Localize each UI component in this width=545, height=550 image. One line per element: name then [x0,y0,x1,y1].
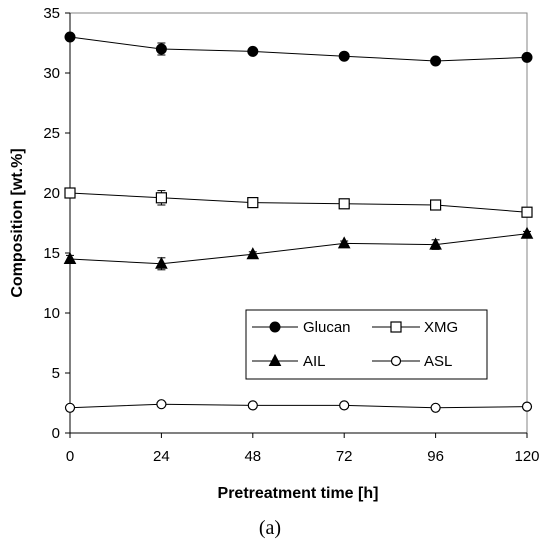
y-tick-label: 15 [43,245,60,262]
data-point-ail [337,236,351,249]
x-tick-label: 48 [244,448,261,465]
data-point-ail [155,256,168,269]
data-point-asl [339,400,350,411]
x-tick-label: 96 [427,448,444,465]
series-layer [63,31,534,413]
data-point-asl [521,401,533,412]
data-point-glucan [521,51,533,63]
legend-items: Glucan XMG AIL ASL [252,319,458,370]
series-line-asl [69,403,528,409]
data-point-asl [64,402,76,413]
series-xmg [64,187,533,218]
y-axis-title: Composition [wt.%] [9,148,26,297]
data-point-ail [429,237,442,250]
y-tick-label: 30 [43,65,60,82]
data-point-glucan [155,43,167,55]
legend-marker-xmg [390,321,402,333]
data-point-asl [156,399,167,410]
legend-item-glucan: Glucan [252,319,351,336]
legend-label-xmg: XMG [424,319,458,336]
series-glucan [64,31,533,67]
legend-item-asl: ASL [372,353,452,370]
data-point-glucan [247,45,259,57]
series-ail [63,226,534,271]
data-point-glucan [430,55,442,67]
series-line-glucan [69,36,528,62]
legend-label-asl: ASL [424,353,452,370]
data-point-asl [430,402,441,413]
legend-box [245,309,488,380]
x-tick-label: 72 [336,448,353,465]
legend-item-ail: AIL [252,353,326,370]
y-tick-label: 5 [52,365,60,382]
y-tick-label: 20 [43,185,60,202]
x-tick-label: 0 [66,448,74,465]
data-point-asl [247,400,258,411]
x-axis-title: Pretreatment time [h] [218,485,379,502]
data-point-xmg [64,187,76,199]
data-point-ail [63,251,77,264]
data-point-xmg [155,192,167,204]
data-point-glucan [338,50,350,62]
data-point-glucan [64,31,76,43]
y-tick-label: 10 [43,305,60,322]
data-point-ail [246,247,260,260]
data-point-xmg [430,199,442,211]
data-point-xmg [521,206,533,218]
x-tick-label: 120 [514,448,539,465]
data-point-xmg [338,198,350,210]
y-tick-label: 35 [43,5,60,22]
legend-item-xmg: XMG [372,319,458,336]
data-point-xmg [247,197,259,209]
series-line-ail [69,233,528,265]
data-point-ail [520,226,534,239]
legend-label-glucan: Glucan [303,319,351,336]
y-axis-ticks: 0 5 10 15 20 25 30 35 [43,5,70,442]
series-line-xmg [69,192,528,213]
x-tick-label: 24 [153,448,170,465]
series-asl [64,399,533,413]
legend-marker-glucan [269,321,281,333]
y-tick-label: 0 [52,425,60,442]
legend: Glucan XMG AIL ASL [245,309,488,380]
legend-marker-ail [268,353,282,366]
figure-caption: (a) [259,517,281,539]
x-axis-ticks: 0 24 48 72 96 120 [66,433,540,465]
y-tick-label: 25 [43,125,60,142]
legend-marker-asl [390,355,402,367]
legend-label-ail: AIL [303,353,326,370]
